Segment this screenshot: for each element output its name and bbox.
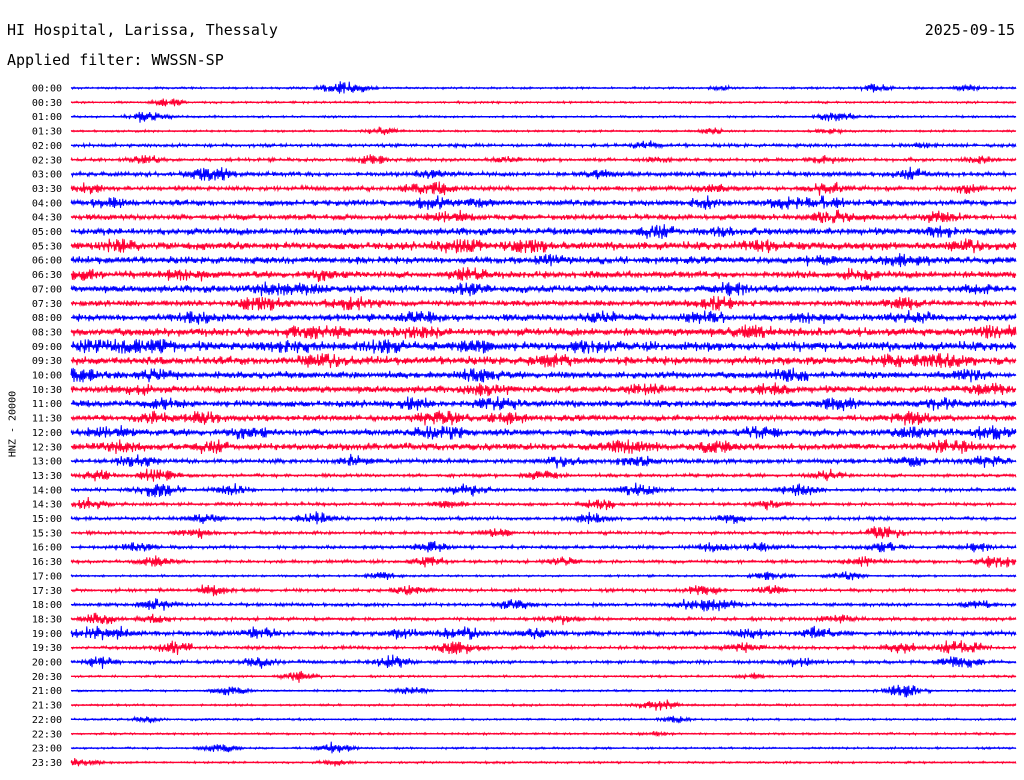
trace-line: [70, 453, 1017, 469]
time-label: 19:30: [32, 643, 62, 654]
trace-line: [70, 224, 1017, 239]
time-label: 09:30: [32, 356, 62, 367]
time-label: 09:00: [32, 342, 62, 353]
time-label: 10:30: [32, 385, 62, 396]
time-label: 11:30: [32, 414, 62, 425]
trace-line: [70, 253, 1017, 268]
time-label: 13:00: [32, 457, 62, 468]
trace-line: [70, 140, 1017, 150]
date-label: 2025-09-15: [924, 21, 1015, 39]
time-label: 16:00: [32, 543, 62, 554]
time-label: 11:00: [32, 399, 62, 410]
trace-line: [70, 111, 1017, 123]
time-label: 10:00: [32, 371, 62, 382]
time-label: 04:00: [32, 198, 62, 209]
time-label: 22:00: [32, 715, 62, 726]
time-label: 23:30: [32, 758, 62, 769]
time-label: 17:00: [32, 571, 62, 582]
seismic-traces: [70, 81, 1017, 767]
trace-line: [70, 209, 1017, 224]
time-label: 07:30: [32, 299, 62, 310]
time-label: 00:30: [32, 98, 62, 109]
time-label: 07:00: [32, 284, 62, 295]
trace-line: [70, 267, 1017, 282]
trace-line: [70, 310, 1017, 325]
time-label: 21:30: [32, 701, 62, 712]
time-label: 20:00: [32, 658, 62, 669]
time-label: 01:00: [32, 112, 62, 123]
time-label: 14:00: [32, 485, 62, 496]
time-label: 12:30: [32, 442, 62, 453]
time-labels: 00:00 00:30 01:00 01:30 02:00 02:30 03:00 03:30…: [32, 84, 62, 769]
time-label: 12:00: [32, 428, 62, 439]
trace-line: [70, 511, 1017, 525]
time-label: 08:00: [32, 313, 62, 324]
time-label: 06:30: [32, 270, 62, 281]
time-label: 03:30: [32, 184, 62, 195]
trace-line: [70, 425, 1017, 440]
time-label: 05:30: [32, 241, 62, 252]
time-label: 14:30: [32, 500, 62, 511]
time-label: 16:30: [32, 557, 62, 568]
time-label: 00:00: [32, 84, 62, 95]
time-label: 06:00: [32, 256, 62, 267]
time-label: 02:30: [32, 155, 62, 166]
time-label: 01:30: [32, 127, 62, 138]
time-label: 17:30: [32, 586, 62, 597]
time-label: 18:00: [32, 600, 62, 611]
time-label: 21:00: [32, 686, 62, 697]
filter-label: Applied filter: WWSSN-SP: [7, 51, 224, 69]
trace-line: [70, 382, 1017, 397]
time-label: 19:00: [32, 629, 62, 640]
time-label: 15:30: [32, 528, 62, 539]
time-label: 23:00: [32, 744, 62, 755]
station-title: HI Hospital, Larissa, Thessaly: [7, 21, 278, 39]
time-label: 08:30: [32, 327, 62, 338]
time-label: 18:30: [32, 614, 62, 625]
trace-line: [70, 396, 1017, 412]
time-label: 22:30: [32, 729, 62, 740]
time-label: 02:00: [32, 141, 62, 152]
time-label: 05:00: [32, 227, 62, 238]
time-label: 04:30: [32, 213, 62, 224]
time-label: 20:30: [32, 672, 62, 683]
trace-line: [70, 625, 1017, 641]
time-label: 03:00: [32, 170, 62, 181]
trace-line: [70, 181, 1017, 196]
time-label: 13:30: [32, 471, 62, 482]
time-label: 15:00: [32, 514, 62, 525]
